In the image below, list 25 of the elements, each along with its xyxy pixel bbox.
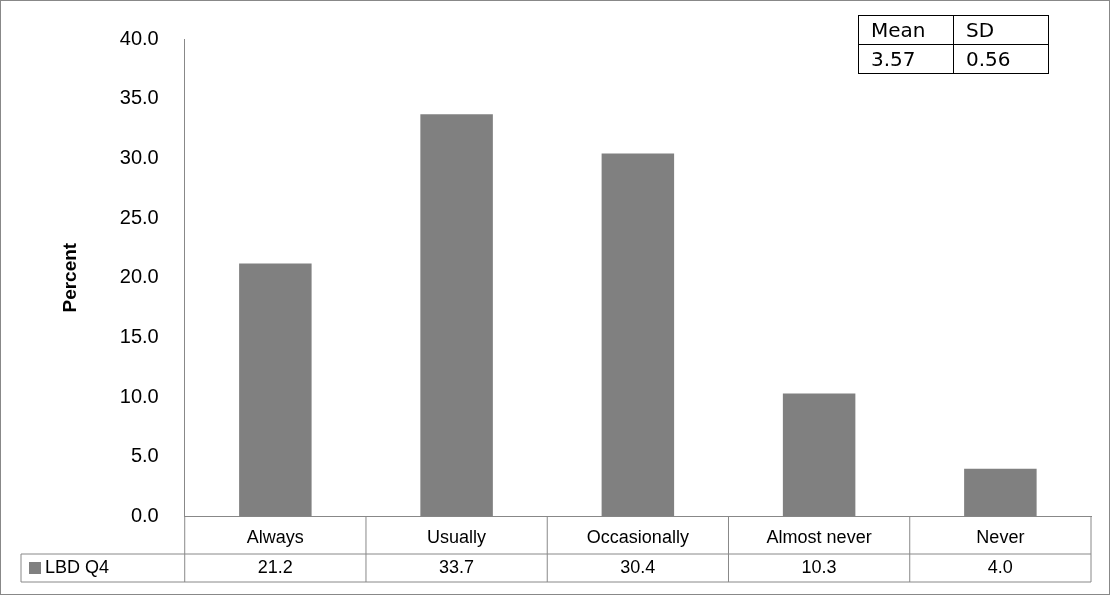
y-tick-label: 25.0 [119, 205, 159, 228]
y-tick-label: 10.0 [119, 384, 159, 407]
y-tick-label: 15.0 [119, 324, 159, 347]
y-axis-title: Percent [58, 242, 80, 313]
legend-label: LBD Q4 [45, 556, 110, 577]
y-tick-label: 35.0 [119, 86, 159, 109]
x-tick-label: Almost never [766, 527, 872, 548]
annotation: 3.57 [858, 44, 954, 74]
data-label: 4.0 [987, 556, 1013, 577]
data-label: 21.2 [257, 556, 293, 577]
data-label: 30.4 [620, 556, 656, 577]
y-tick-label: 5.0 [130, 444, 159, 467]
annotation: 0.56 [953, 44, 1049, 74]
x-tick-label: Occasionally [586, 527, 689, 548]
data-label: 33.7 [439, 556, 475, 577]
annotation: Mean [858, 15, 954, 45]
x-tick-label: Usually [427, 527, 487, 548]
annotation: SD [953, 15, 1049, 45]
data-label: 10.3 [801, 556, 837, 577]
y-tick-label: 20.0 [119, 265, 159, 288]
x-tick-label: Never [976, 527, 1025, 548]
y-tick-label: 40.0 [119, 26, 159, 49]
y-tick-label: 30.0 [119, 145, 159, 168]
y-tick-label: 0.0 [130, 503, 159, 526]
x-tick-label: Always [246, 527, 304, 548]
